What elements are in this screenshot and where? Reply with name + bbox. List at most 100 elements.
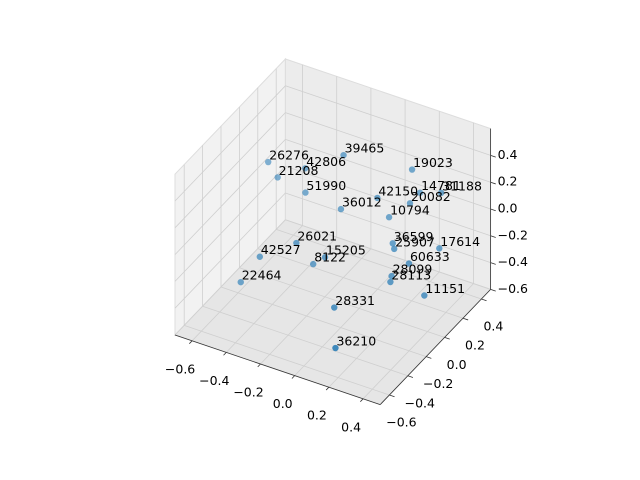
tick-mark [223,352,227,356]
grid-line [285,165,491,237]
point-label: 42150 [378,183,418,198]
z-tick-label: 0.2 [498,174,518,189]
point-label: 21208 [279,163,319,178]
y-tick-label: −0.6 [386,415,416,430]
grid-line [285,219,491,290]
point-label: 60633 [410,249,450,264]
x-tick-label: 0.0 [273,396,293,411]
point [274,174,281,181]
tick-mark [257,363,261,368]
point [374,194,381,202]
point [406,200,414,207]
grid-line [239,267,445,338]
point [237,278,244,286]
point-label: 11151 [425,281,465,296]
x-tick-label: 0.4 [341,419,361,434]
y-tick-label: −0.4 [405,395,435,410]
y-tick-label: 0.2 [465,338,485,353]
x-axis [174,334,381,405]
point-label: 14781 [421,178,461,193]
grid-line [285,139,491,210]
tick-mark [407,375,414,378]
y-tick-label: 0.4 [483,319,503,334]
tick-mark [426,356,432,359]
point [332,344,339,352]
grid-line [294,260,406,376]
point-label: 42806 [306,154,346,169]
point-label: 20082 [411,189,451,204]
z-tick-label: 0.4 [498,147,518,162]
tick-mark [490,181,496,185]
grid-line [257,248,464,319]
point-label: 42527 [261,242,301,257]
tick-mark [490,235,496,238]
tick-mark [325,386,330,391]
tick-mark [360,398,364,402]
point [310,260,317,268]
point [265,158,272,166]
point-label: 19023 [413,155,453,170]
point-label: 28331 [335,293,375,308]
grid-line [174,85,286,202]
z-tick-label: −0.2 [498,227,528,242]
grid-line [260,248,372,365]
point-label: 22464 [242,268,282,283]
z-tick-label: −0.4 [498,254,528,269]
point-label: 25907 [395,234,435,249]
point [321,254,329,261]
point-label: 28113 [391,268,431,283]
point [391,245,398,253]
grid-line [226,236,337,353]
grid-line [220,286,427,357]
point-label: 36210 [336,334,376,349]
point-label: 17614 [440,234,480,249]
grid-line [285,112,491,183]
point [437,189,445,197]
tick-mark [490,289,496,292]
point [416,189,424,196]
point [337,205,345,213]
tick-mark [389,394,395,398]
tick-mark [462,317,469,321]
grid-line [191,225,303,342]
tick-mark [490,208,496,212]
point [331,304,338,311]
point-label: 15205 [326,243,366,258]
y-axis [379,289,491,405]
grid-line [328,271,440,388]
tick-mark [291,375,295,379]
point-label: 51990 [306,178,346,193]
point-label: 28099 [393,262,433,277]
point [302,189,309,196]
point [385,214,393,221]
point [256,253,264,260]
grid-line [174,139,286,255]
x-tick-label: −0.6 [165,361,195,376]
tick-mark [490,155,496,158]
point [302,165,309,172]
point-label: 26276 [269,148,309,163]
x-tick-label: −0.2 [233,385,263,400]
x-tick-label: −0.4 [199,373,229,388]
tick-mark [481,298,487,302]
grid-line [184,325,390,396]
point-label: 36599 [394,229,434,244]
point [421,292,428,299]
point-label: 10794 [390,203,430,218]
grid-line [174,112,286,229]
y-tick-label: −0.2 [423,376,453,391]
point [405,260,413,267]
grid-line [174,165,286,282]
tick-mark [444,337,450,340]
point-label: 8122 [314,250,346,265]
x-tick-label: 0.2 [307,408,327,423]
tick-mark [189,340,193,344]
grid-line [285,85,491,156]
grid-line [285,192,491,263]
point [436,245,443,252]
point [388,272,395,280]
point [389,240,396,247]
point-label: 31188 [442,178,482,193]
point [293,239,300,247]
